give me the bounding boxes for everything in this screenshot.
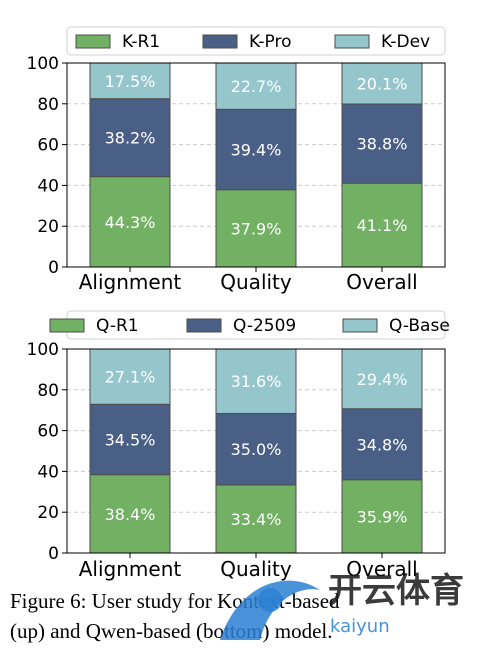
category-label: Overall — [346, 270, 417, 294]
legend-swatch — [75, 34, 111, 49]
data-label: 35.0% — [231, 440, 282, 459]
category-label: Quality — [220, 270, 292, 294]
chart-2: 38.4% 34.5% 27.1% Alignment 33.4% 35.0% 31.6% Q… — [27, 310, 450, 581]
plot-frame — [66, 348, 446, 554]
bar-q-2509-quality — [215, 412, 297, 486]
data-label: 22.7% — [231, 77, 282, 96]
bar-q-r1-quality — [215, 484, 297, 554]
data-label: 31.6% — [231, 372, 282, 391]
legend-entry: Q-R1 — [96, 316, 139, 336]
category-label: Alignment — [79, 270, 182, 294]
legend-entry: K-Dev — [381, 32, 430, 52]
y-tick-label: 20 — [37, 217, 59, 237]
y-tick-label: 60 — [37, 136, 59, 156]
category-label: Quality — [220, 557, 292, 581]
bar-k-r1-quality — [215, 189, 297, 268]
data-label: 33.4% — [231, 510, 282, 529]
y-tick-label: 80 — [37, 381, 59, 401]
legend-swatch — [186, 318, 222, 333]
y-tick-label: 60 — [37, 422, 59, 442]
y-tick-label: 80 — [37, 95, 59, 115]
data-label: 38.2% — [105, 129, 156, 148]
data-label: 35.9% — [357, 507, 408, 526]
y-tick-label: 20 — [37, 503, 59, 523]
bar-k-dev-alignment — [89, 62, 171, 100]
y-tick-label: 0 — [48, 544, 59, 564]
data-label: 34.8% — [357, 435, 408, 454]
data-label: 37.9% — [231, 219, 282, 238]
y-tick-label: 0 — [48, 258, 59, 278]
data-label: 20.1% — [357, 75, 408, 94]
bar-q-2509-overall — [341, 408, 423, 481]
y-tick-label: 100 — [27, 54, 59, 74]
data-label: 27.1% — [105, 368, 156, 387]
bar-k-pro-alignment — [89, 98, 171, 178]
bar-q-base-quality — [215, 348, 297, 414]
data-label: 17.5% — [105, 72, 156, 91]
data-label: 41.1% — [357, 216, 408, 235]
legend-swatch — [202, 34, 238, 49]
data-label: 39.4% — [231, 140, 282, 159]
y-tick-label: 40 — [37, 462, 59, 482]
category-label: Overall — [346, 557, 417, 581]
plot-frame — [66, 62, 446, 268]
legend-entry: K-R1 — [122, 32, 160, 52]
data-label: 38.4% — [105, 505, 156, 524]
legend-swatch — [342, 318, 378, 333]
data-label: 38.8% — [357, 135, 408, 154]
bar-q-r1-overall — [341, 479, 423, 554]
chart-1: 44.3% 38.2% 17.5% Alignment 37.9% 39.4% 22.7% Q… — [27, 26, 446, 294]
legend-swatch — [334, 34, 370, 49]
figure-caption: Figure 6: User study for Kontext-based (… — [10, 589, 340, 643]
data-label: 44.3% — [105, 213, 156, 232]
legend-entry: K-Pro — [249, 32, 291, 52]
y-tick-label: 40 — [37, 176, 59, 196]
y-tick-label: 100 — [27, 340, 59, 360]
data-label: 29.4% — [357, 370, 408, 389]
bar-k-pro-overall — [341, 103, 423, 184]
legend-swatch — [49, 318, 85, 333]
legend-entry: Q-Base — [389, 316, 450, 336]
bar-k-dev-quality — [215, 62, 297, 110]
legend-entry: Q-2509 — [233, 316, 296, 336]
data-label: 34.5% — [105, 430, 156, 449]
bar-k-dev-overall — [341, 62, 423, 105]
bar-k-pro-quality — [215, 108, 297, 191]
bar-q-base-overall — [341, 348, 423, 410]
category-label: Alignment — [79, 557, 182, 581]
